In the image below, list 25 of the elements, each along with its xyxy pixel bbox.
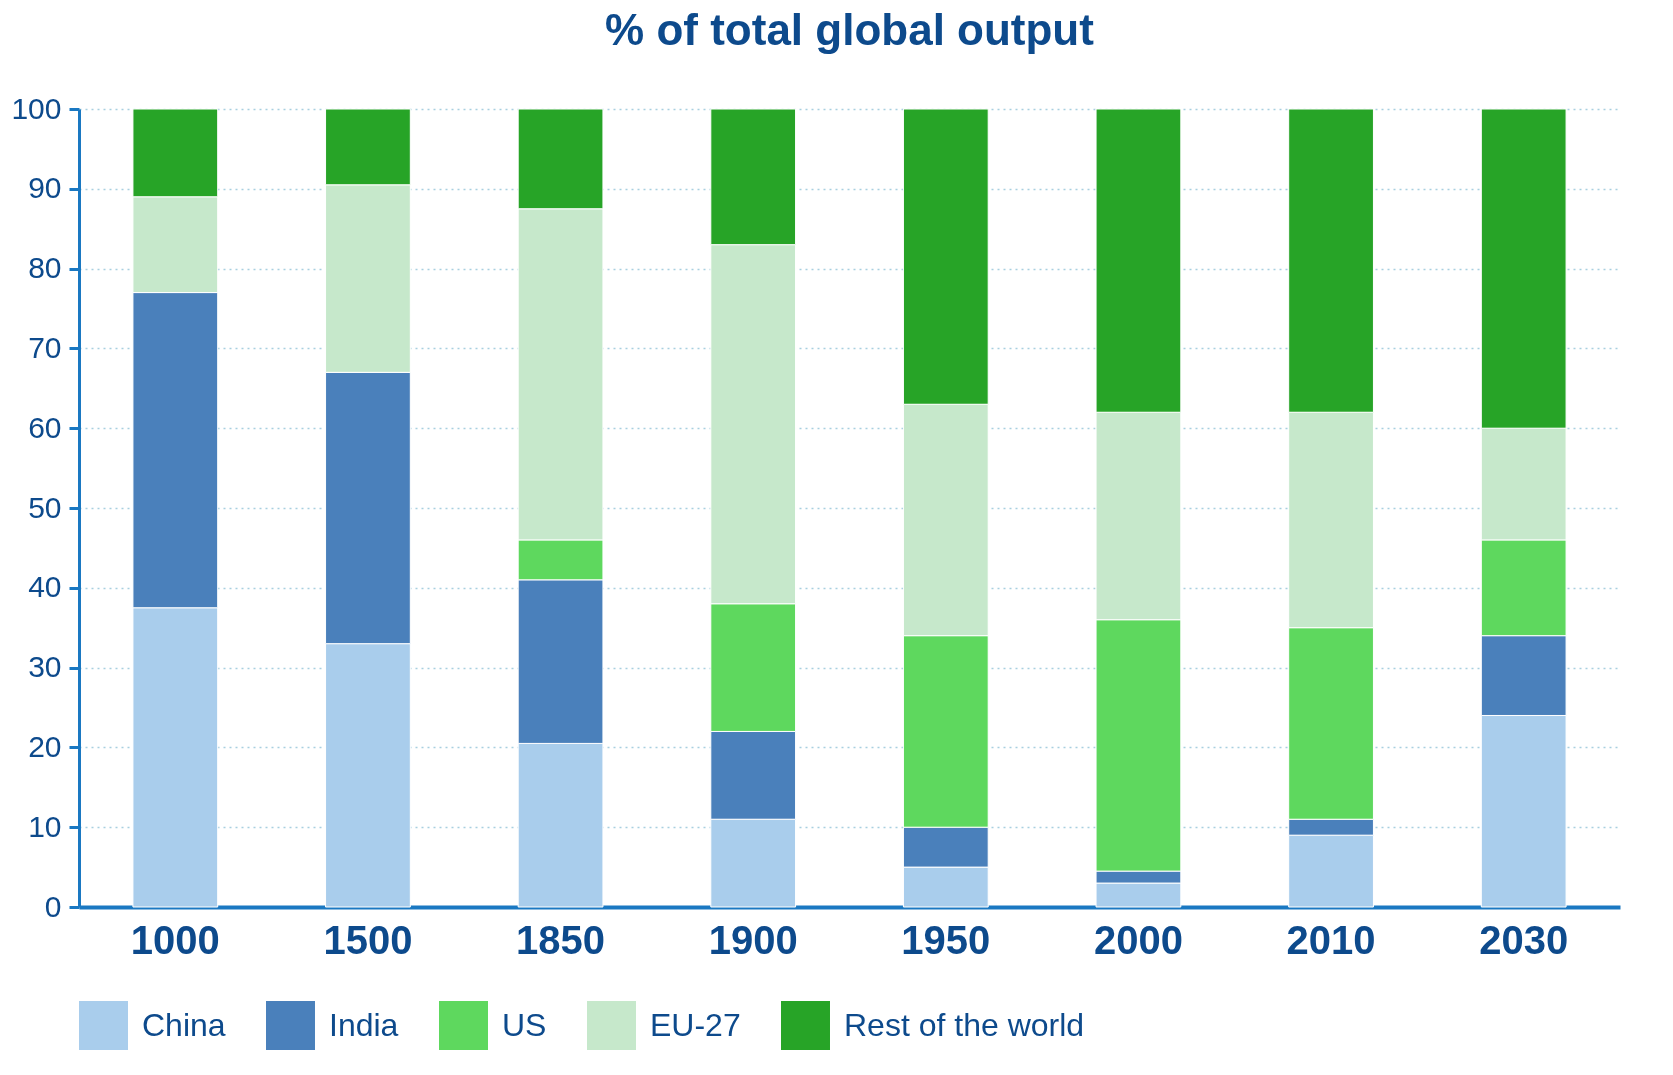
- chart-title: % of total global output: [605, 5, 1095, 54]
- x-tick-label: 1950: [901, 917, 991, 962]
- x-tick-label: 1500: [323, 917, 413, 962]
- x-tick-label: 1000: [130, 917, 220, 962]
- y-tick-label: 70: [28, 330, 62, 364]
- legend-label: EU-27: [650, 1006, 741, 1043]
- y-tick-label: 50: [28, 490, 62, 524]
- y-tick-label: 20: [28, 729, 62, 763]
- y-tick-label: 30: [28, 650, 62, 684]
- x-tick-label: 1900: [708, 917, 798, 962]
- y-tick-label: 100: [11, 91, 62, 125]
- legend-label: India: [329, 1006, 399, 1043]
- y-tick-label: 40: [28, 570, 62, 604]
- y-tick-label: 60: [28, 410, 62, 444]
- x-tick-label: 2000: [1093, 917, 1183, 962]
- y-tick-label: 80: [28, 251, 62, 285]
- x-tick-label: 2010: [1286, 917, 1376, 962]
- y-tick-label: 0: [44, 889, 62, 923]
- legend-label: Rest of the world: [844, 1006, 1085, 1043]
- y-tick-label: 10: [28, 809, 62, 843]
- x-tick-label: 2030: [1479, 917, 1569, 962]
- legend-label: US: [502, 1006, 547, 1043]
- y-tick-label: 90: [28, 171, 62, 205]
- x-tick-label: 1850: [516, 917, 606, 962]
- legend-label: China: [142, 1006, 226, 1043]
